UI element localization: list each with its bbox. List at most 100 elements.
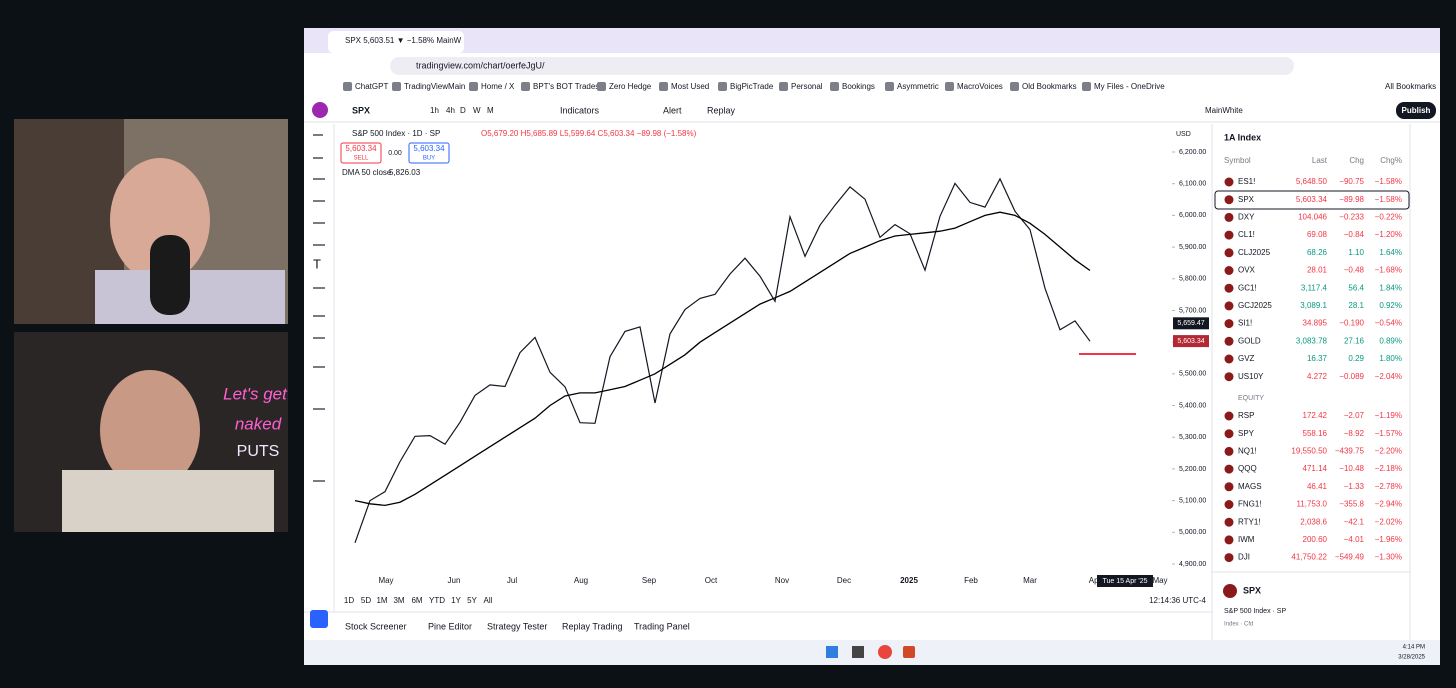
y-tick-label: 5,700.00 [1179,307,1206,314]
interval[interactable]: M [487,106,494,115]
symbol[interactable]: NQ1! [1238,447,1257,456]
symbol[interactable]: MAGS [1238,482,1262,491]
symbol[interactable]: GCJ2025 [1238,301,1272,310]
interval[interactable]: 1h [430,106,439,115]
publish-button-label[interactable]: Publish [1402,106,1431,115]
bookmark[interactable]: Old Bookmarks [1022,82,1077,91]
change: −0.48 [1344,266,1365,275]
interval[interactable]: D [460,106,466,115]
symbol[interactable]: ES1! [1238,177,1255,186]
bookmark[interactable]: MacroVoices [957,82,1003,91]
interval[interactable]: W [473,106,481,115]
bookmark[interactable]: TradingViewMain [404,82,465,91]
buy-label[interactable]: BUY [423,156,435,162]
symbol[interactable]: CLJ2025 [1238,248,1271,257]
bookmark[interactable]: Bookings [842,82,875,91]
bookmark-icon [885,82,894,91]
bookmark[interactable]: My Files - OneDrive [1094,82,1165,91]
bookmark[interactable]: All Bookmarks [1385,82,1436,91]
symbol[interactable]: IWM [1238,535,1255,544]
symbol-icon [1224,372,1234,382]
shirt [62,470,274,532]
symbol-icon [1224,446,1234,456]
y-tick-label: 5,900.00 [1179,244,1206,251]
buy-price[interactable]: 5,603.34 [413,144,445,153]
range-button[interactable]: 6M [411,596,422,605]
price-line [354,177,1091,544]
indicators-button[interactable]: Indicators [560,105,600,115]
range-button[interactable]: YTD [429,596,445,605]
bookmark[interactable]: Asymmetric [897,82,939,91]
price-label-box [1173,335,1209,348]
publish-button[interactable] [1396,102,1436,119]
symbol-icon [1224,230,1234,240]
x-tick-label: Mar [1023,576,1037,585]
taskbar-date: 3/28/2025 [1398,655,1425,661]
taskview-icon[interactable] [852,646,864,658]
symbol[interactable]: SI1! [1238,319,1252,328]
alert-button[interactable]: Alert [663,105,682,115]
interval[interactable]: 4h [446,106,455,115]
tab-title[interactable]: SPX 5,603.51 ▼ −1.58% MainW [345,36,462,45]
bookmark-icon [343,82,352,91]
panel-tab[interactable]: Replay Trading [562,621,623,631]
bookmark[interactable]: BigPicTrade [730,82,774,91]
symbol-search[interactable]: SPX [352,105,370,115]
x-tick-label: Sep [642,576,657,585]
bookmark[interactable]: ChatGPT [355,82,388,91]
range-button[interactable]: 3M [393,596,404,605]
symbol[interactable]: DXY [1238,213,1255,222]
bookmark[interactable]: Personal [791,82,823,91]
start-icon[interactable] [826,646,838,658]
text-tool[interactable]: T [313,256,321,271]
panel-tab[interactable]: Strategy Tester [487,621,547,631]
range-button[interactable]: 1Y [451,596,461,605]
range-button[interactable]: All [484,596,493,605]
symbol[interactable]: GC1! [1238,283,1257,292]
bookmark[interactable]: Zero Hedge [609,82,652,91]
symbol[interactable]: SPY [1238,429,1255,438]
symbol[interactable]: CL1! [1238,230,1255,239]
symbol[interactable]: US10Y [1238,372,1264,381]
symbol[interactable]: RSP [1238,411,1254,420]
symbol[interactable]: GVZ [1238,354,1255,363]
panel-tab[interactable]: Trading Panel [634,621,690,631]
sell-price[interactable]: 5,603.34 [345,144,377,153]
face [100,370,200,490]
change: −8.92 [1344,429,1365,438]
tab[interactable] [328,31,464,53]
change-percent: −1.57% [1375,429,1402,438]
avatar[interactable] [312,102,328,118]
range-button[interactable]: 5D [361,596,371,605]
bookmark[interactable]: Most Used [671,82,709,91]
currency[interactable]: USD [1176,131,1191,138]
change-percent: −1.30% [1375,553,1402,562]
sell-label[interactable]: SELL [354,156,369,162]
bookmark[interactable]: BPT's BOT Trades [533,82,599,91]
range-button[interactable]: 1M [376,596,387,605]
layout-name[interactable]: MainWhite [1205,106,1243,115]
range-button[interactable]: 1D [344,596,354,605]
panel-tab[interactable]: Pine Editor [428,621,472,631]
panel-tab[interactable]: Stock Screener [345,621,407,631]
symbol[interactable]: FNG1! [1238,500,1262,509]
address-bar[interactable] [390,57,1294,75]
url[interactable]: tradingview.com/chart/oerfeJgU/ [416,60,545,70]
chrome-icon[interactable] [878,645,892,659]
symbol[interactable]: GOLD [1238,336,1261,345]
bookmark[interactable]: Home / X [481,82,515,91]
x-tick-label: Nov [775,576,789,585]
watchlist-name[interactable]: 1A Index [1224,132,1261,142]
symbol[interactable]: QQQ [1238,464,1257,473]
replay-button[interactable]: Replay [707,105,736,115]
symbol[interactable]: RTY1! [1238,517,1261,526]
symbol[interactable]: DJI [1238,553,1250,562]
symbol[interactable]: OVX [1238,266,1256,275]
symbol[interactable]: SPX [1238,195,1255,204]
sell-box[interactable] [340,142,382,164]
range-button[interactable]: 5Y [467,596,477,605]
buy-box[interactable] [408,142,450,164]
add-button[interactable] [310,610,328,628]
powerpoint-icon[interactable] [903,646,915,658]
